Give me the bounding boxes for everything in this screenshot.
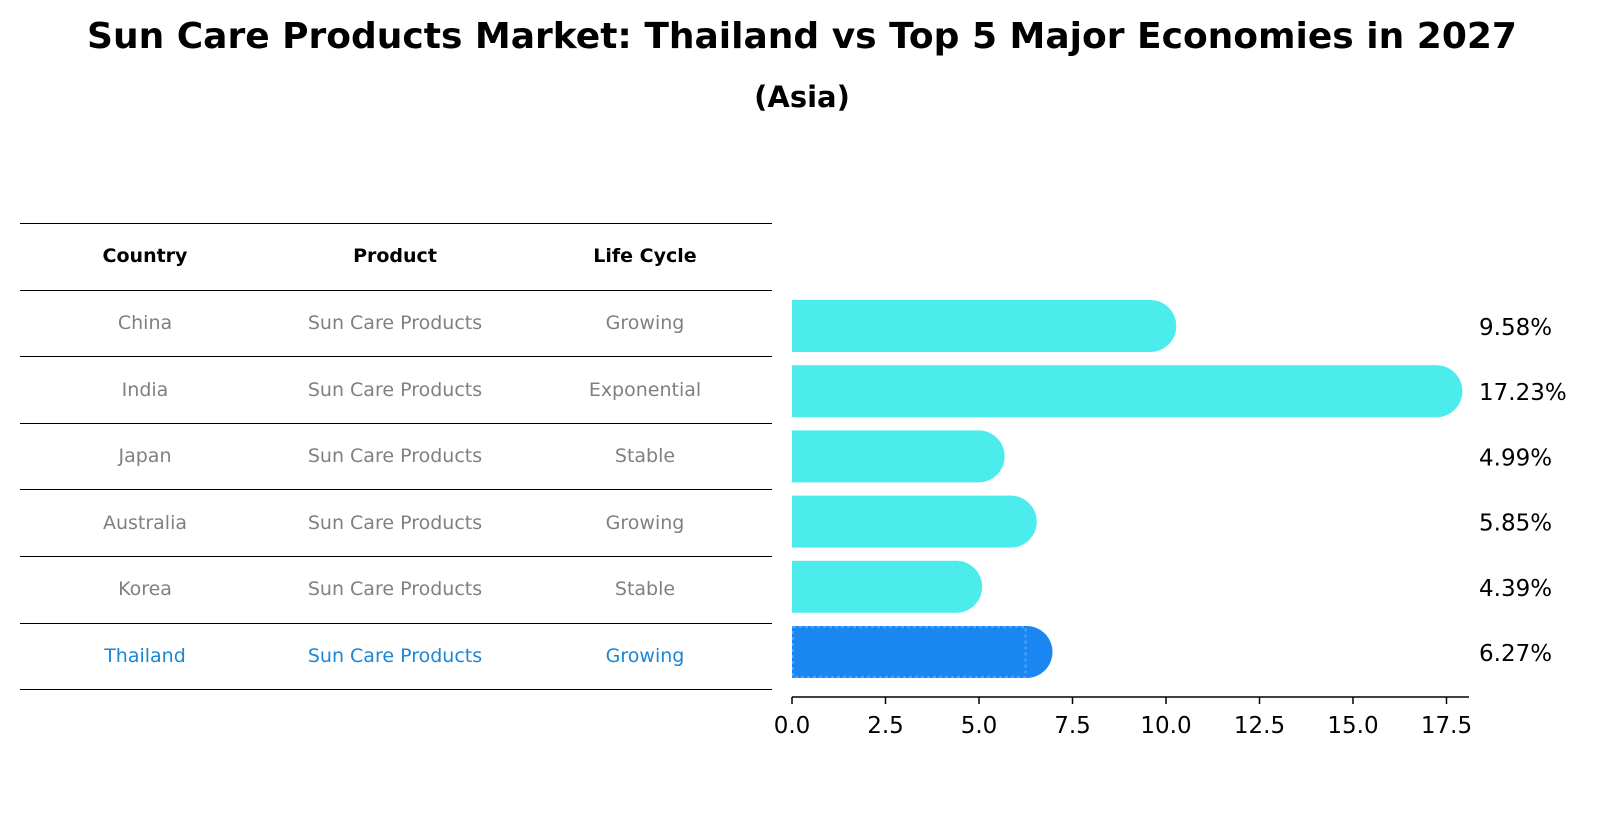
bar-value-label: 4.39%: [1479, 576, 1552, 602]
bar-cap: [1000, 626, 1053, 678]
table-header-cell: Product: [353, 245, 437, 268]
table-cell-product: Sun Care Products: [307, 511, 483, 534]
table-cell-country: Korea: [118, 578, 172, 601]
x-tick-label: 0.0: [774, 713, 811, 739]
bar: [792, 365, 1437, 418]
bar-value-label: 5.85%: [1479, 511, 1552, 537]
table-cell-country: Australia: [102, 511, 188, 534]
x-tick-label: 7.5: [1054, 713, 1091, 739]
x-tick-label: 10.0: [1140, 713, 1191, 739]
bar: [792, 495, 1011, 548]
table-cell-product: Sun Care Products: [307, 445, 483, 468]
table-cell-product: Sun Care Products: [307, 644, 483, 667]
table-rule: [20, 689, 772, 691]
table-cell-country: Thailand: [104, 644, 186, 667]
table-rule: [20, 356, 772, 358]
bar: [792, 560, 957, 613]
table-rule: [20, 422, 772, 424]
table-header-cell: Country: [102, 245, 188, 268]
bar-value-label: 17.23%: [1479, 380, 1567, 406]
chart-subtitle: (Asia): [754, 80, 850, 114]
bar-cap: [1410, 365, 1463, 418]
table-rule: [20, 556, 772, 557]
table-cell-country: Japan: [118, 445, 172, 468]
bar-value-label: 9.58%: [1479, 315, 1552, 341]
x-tick-label: 5.0: [961, 713, 998, 739]
table-cell-product: Sun Care Products: [307, 578, 483, 601]
table-rule: [20, 622, 772, 624]
bar-cap: [952, 430, 1005, 483]
bar-cap: [1124, 300, 1177, 352]
table-cell-product: Sun Care Products: [307, 378, 483, 401]
x-tick-label: 17.5: [1421, 713, 1472, 739]
table-rule: [20, 289, 772, 291]
x-tick-label: 2.5: [867, 713, 904, 739]
bar-value-label: 4.99%: [1479, 445, 1552, 471]
x-tick-label: 12.5: [1234, 713, 1285, 739]
bar-cap: [984, 495, 1037, 548]
table-cell-life-cycle: Growing: [605, 644, 685, 667]
chart-title: Sun Care Products Market: Thailand vs To…: [87, 16, 1517, 57]
table-cell-product: Sun Care Products: [307, 311, 483, 334]
bar: [792, 300, 1151, 352]
table-cell-life-cycle: Exponential: [588, 378, 702, 401]
table-cell-life-cycle: Stable: [614, 445, 676, 468]
bar: [792, 626, 1027, 678]
bar-highlight-outline: [792, 626, 1027, 678]
bar: [792, 430, 979, 483]
table-rule: [20, 223, 772, 224]
bar-value-label: 6.27%: [1479, 641, 1552, 667]
x-tick-label: 15.0: [1327, 713, 1378, 739]
table-rule: [20, 489, 772, 491]
table-cell-life-cycle: Stable: [614, 578, 676, 601]
table-cell-life-cycle: Growing: [605, 311, 685, 334]
bar-cap: [930, 560, 983, 613]
table-cell-life-cycle: Growing: [605, 511, 685, 534]
table-cell-country: India: [121, 378, 169, 401]
table-cell-country: China: [117, 311, 173, 334]
table-header-cell: Life Cycle: [593, 245, 697, 268]
